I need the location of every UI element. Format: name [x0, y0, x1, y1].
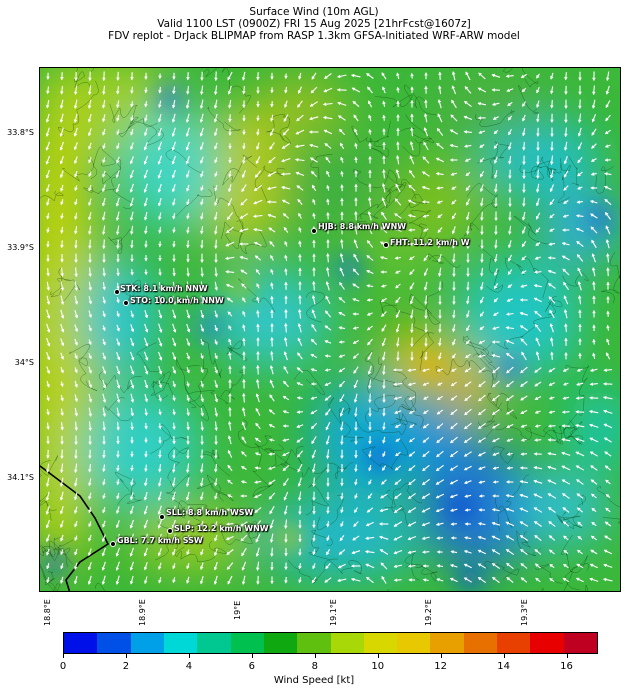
station-label-sto: STO: 10.0 km/h NNW [130, 296, 224, 305]
colorbar-tick-mark [377, 654, 379, 658]
station-marker-gbl [110, 541, 116, 547]
lon-label-1: 18.8°E [43, 599, 52, 626]
colorbar-segment [163, 633, 198, 653]
station-label-sll: SLL: 8.8 km/h WSW [166, 508, 254, 517]
colorbar-segment [230, 633, 264, 653]
colorbar-segment [297, 633, 331, 653]
colorbar-tick-mark [63, 654, 64, 658]
colorbar-segment [397, 633, 431, 653]
lat-label-1: 33.8°S [7, 128, 34, 137]
colorbar-tick-mark [503, 654, 505, 658]
lon-label-5: 19.2°E [424, 599, 433, 626]
colorbar-tick-mark [314, 654, 316, 658]
title-line-1: Surface Wind (10m AGL) [249, 6, 379, 18]
colorbar-tick-label: 0 [59, 661, 67, 672]
colorbar-segment [64, 633, 98, 653]
lon-label-6: 19.3°E [520, 599, 529, 626]
colorbar-segment [363, 633, 398, 653]
colorbar-tick-mark [440, 654, 442, 658]
colorbar-segment [497, 633, 531, 653]
colorbar-segment [463, 633, 498, 653]
station-marker-slp [167, 528, 173, 534]
terrain-contours [40, 68, 620, 591]
colorbar-segment [330, 633, 364, 653]
station-label-gbl: GBL: 7.7 km/h SSW [117, 536, 203, 545]
station-label-stk: STK: 8.1 km/h NNW [120, 284, 208, 293]
colorbar-tick-label: 4 [185, 661, 193, 672]
lon-label-2: 18.9°E [138, 599, 147, 626]
station-label-slp: SLP: 12.2 km/h WNW [174, 524, 269, 533]
wind-vectors [45, 71, 613, 585]
lon-label-4: 19.1°E [329, 599, 338, 626]
colorbar-segment [197, 633, 231, 653]
lon-label-3: 19°E [233, 600, 242, 620]
station-marker-hjb [311, 228, 317, 234]
colorbar-label: Wind Speed [kt] [273, 675, 355, 686]
colorbar-tick-label: 2 [122, 661, 130, 672]
station-marker-stk [114, 289, 120, 295]
colorbar-tick-label: 8 [311, 661, 318, 672]
title-line-3: FDV replot - DrJack BLIPMAP from RASP 1.… [108, 30, 520, 42]
lat-label-4: 34.1°S [7, 473, 34, 482]
colorbar-segment [430, 633, 464, 653]
colorbar-segment [263, 633, 298, 653]
colorbar-tick-label: 16 [560, 661, 573, 672]
colorbar-tick-label: 10 [371, 661, 385, 672]
map-title-block: Surface Wind (10m AGL) Valid 1100 LST (0… [0, 6, 628, 42]
colorbar-tick-label: 12 [434, 661, 448, 672]
wind-map-canvas [40, 68, 620, 591]
station-marker-sll [159, 514, 165, 520]
colorbar-segment [130, 633, 164, 653]
colorbar-segment [563, 633, 597, 653]
colorbar-segment [97, 633, 131, 653]
station-marker-fht [383, 242, 389, 248]
colorbar-tick-mark [566, 654, 568, 658]
coastline [40, 465, 110, 591]
title-line-2: Valid 1100 LST (0900Z) FRI 15 Aug 2025 [… [157, 18, 471, 30]
station-label-hjb: HJB: 8.8 km/h WNW [318, 222, 407, 231]
colorbar-tick-mark [188, 654, 190, 658]
colorbar-segment [530, 633, 564, 653]
wind-map [39, 67, 621, 592]
lat-label-2: 33.9°S [7, 243, 34, 252]
lat-label-3: 34°S [14, 358, 34, 367]
colorbar-tick-mark [251, 654, 253, 658]
station-marker-sto [123, 300, 129, 306]
wind-speed-detail [43, 86, 612, 590]
colorbar-tick-mark [125, 654, 127, 658]
colorbar [63, 632, 598, 654]
colorbar-tick-label: 14 [497, 661, 510, 672]
station-label-fht: FHT: 11.2 km/h W [390, 238, 470, 247]
colorbar-tick-label: 6 [248, 661, 255, 672]
